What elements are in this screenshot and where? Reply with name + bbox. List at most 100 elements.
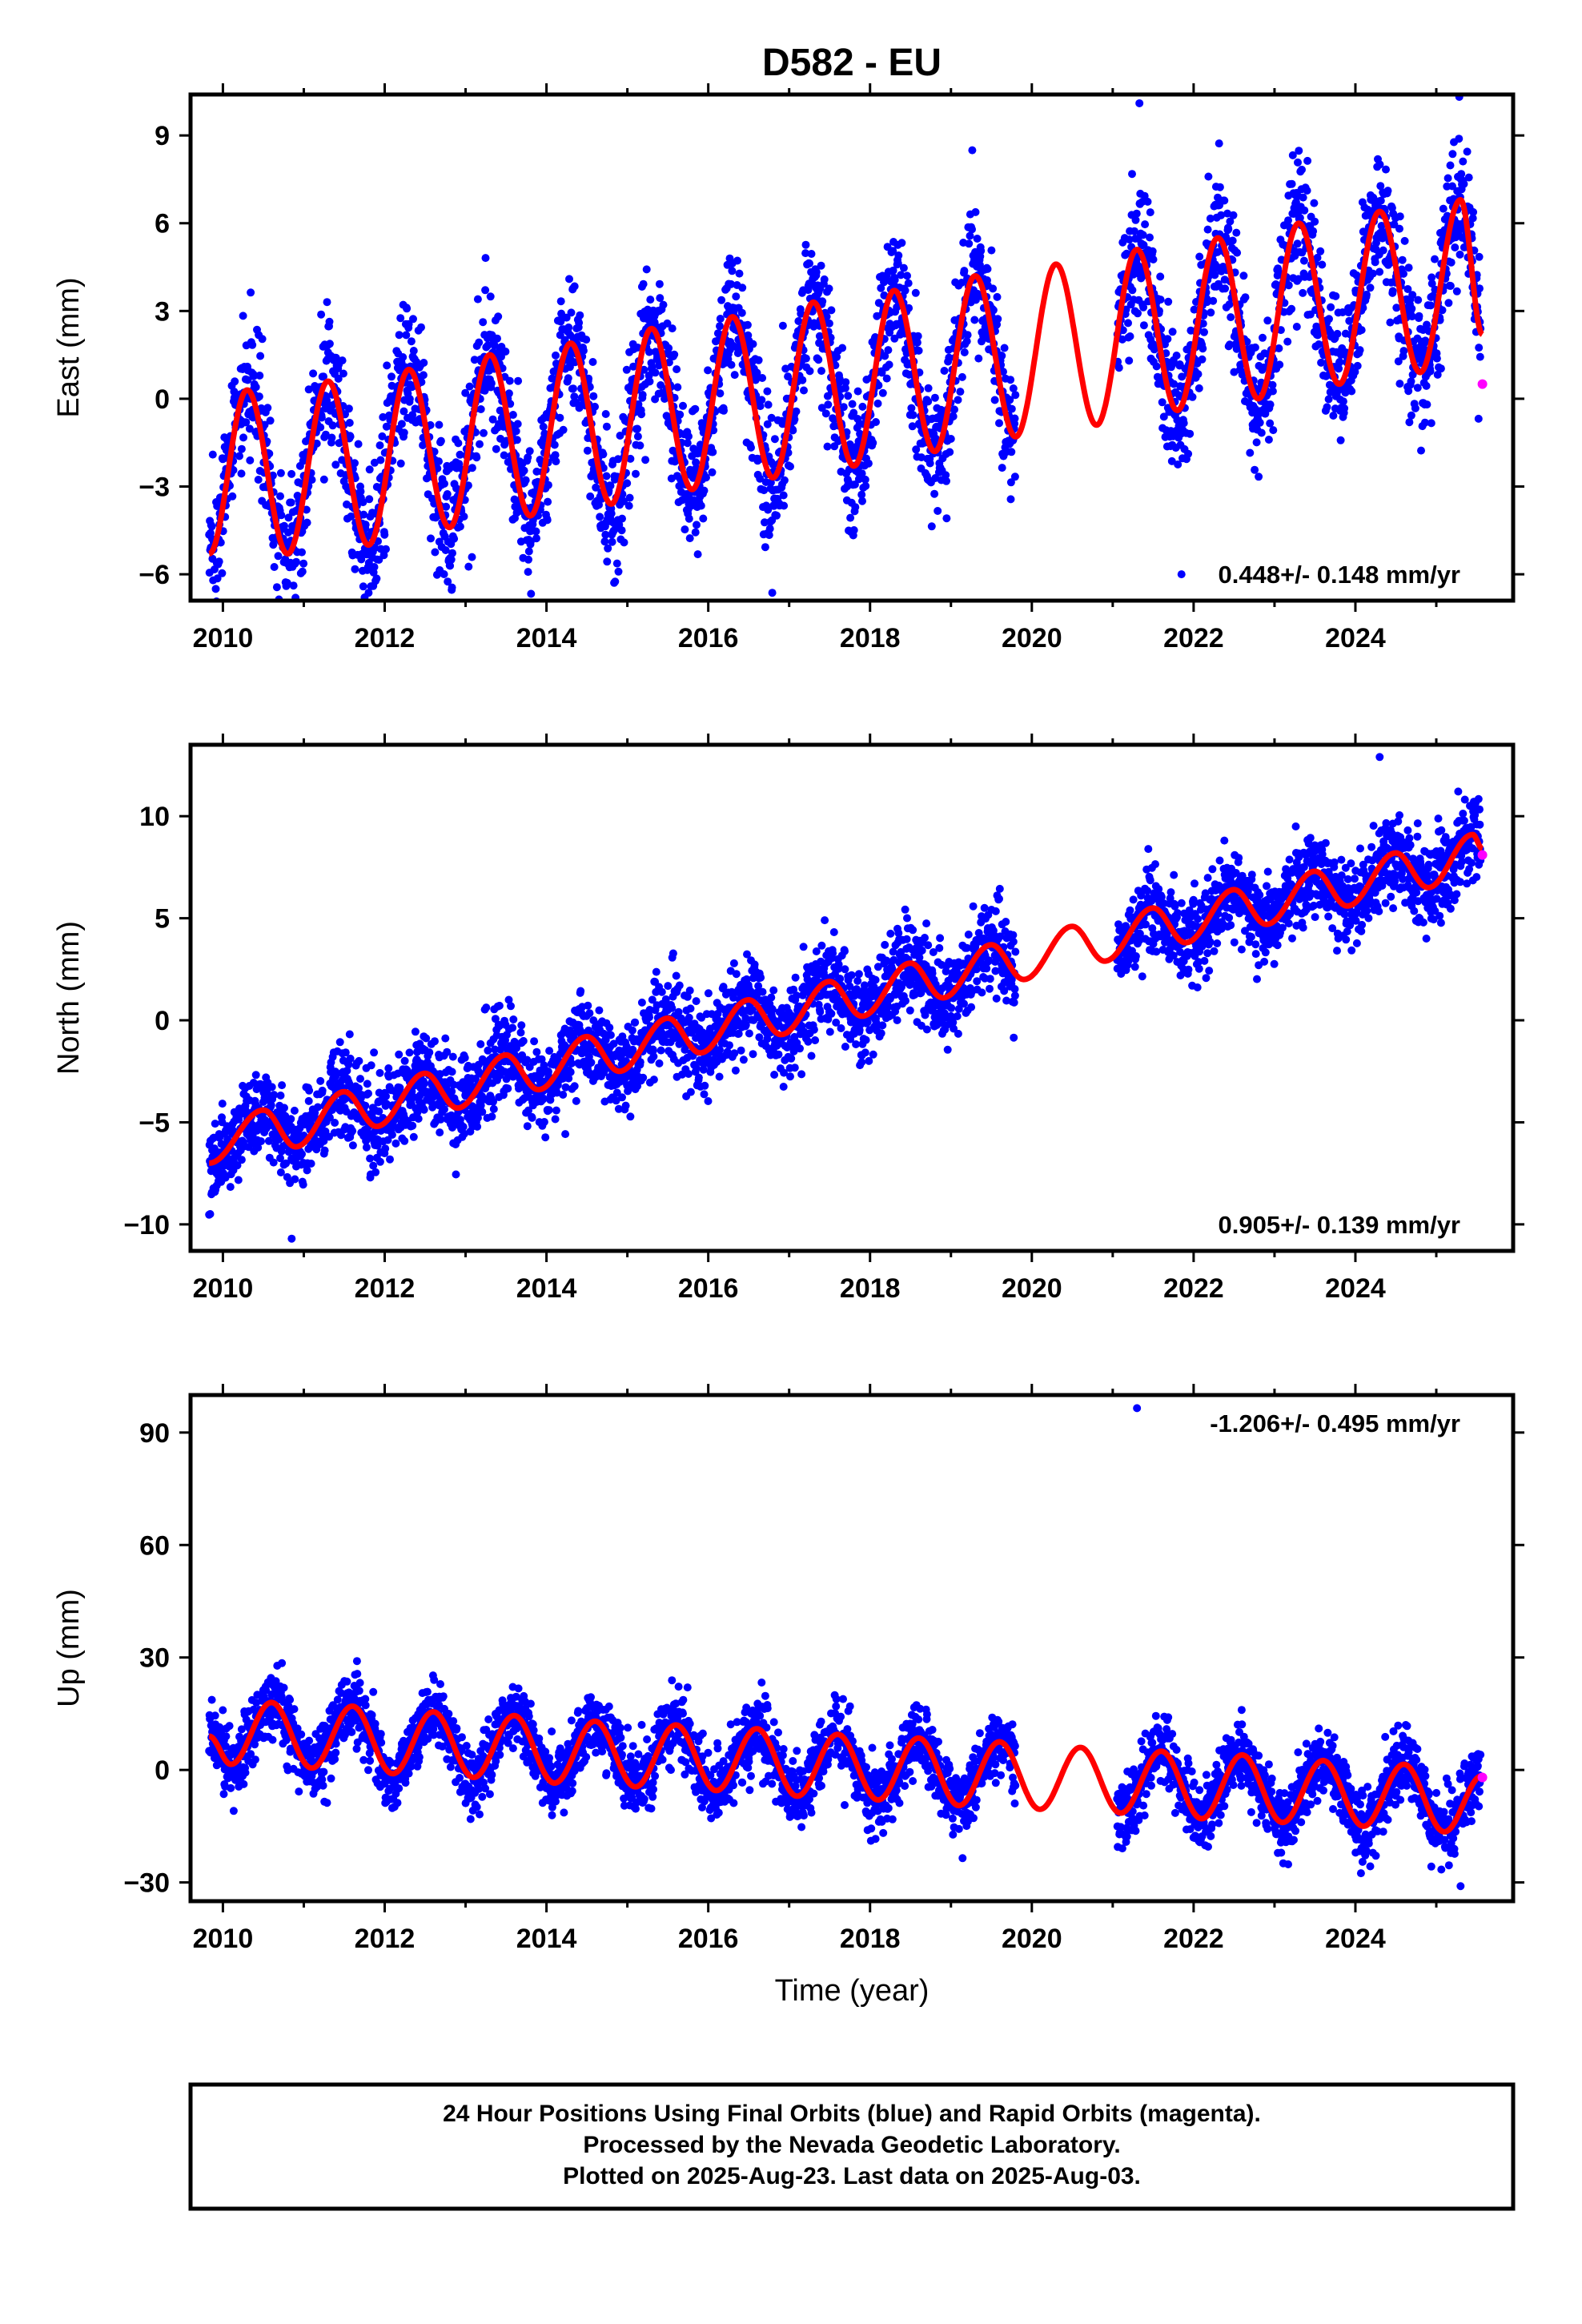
final-orbit-point xyxy=(488,1112,496,1121)
final-orbit-point xyxy=(1251,343,1259,352)
final-orbit-point xyxy=(1362,290,1371,299)
final-orbit-point xyxy=(338,356,347,365)
final-orbit-point xyxy=(475,338,484,347)
final-orbit-point xyxy=(447,555,456,564)
final-orbit-point xyxy=(470,356,479,364)
final-orbit-point xyxy=(461,388,470,397)
final-orbit-point xyxy=(556,297,565,306)
final-orbit-point xyxy=(880,291,889,300)
final-orbit-point xyxy=(1179,419,1188,428)
final-orbit-point xyxy=(1383,187,1392,195)
final-orbit-point xyxy=(397,420,406,428)
final-orbit-point xyxy=(468,553,476,561)
final-orbit-point xyxy=(825,284,833,293)
final-orbit-point xyxy=(946,435,955,443)
final-orbit-point xyxy=(1475,344,1484,352)
final-orbit-point xyxy=(1399,347,1408,356)
final-orbit-point xyxy=(720,406,728,415)
y-axis-label: East (mm) xyxy=(52,277,86,417)
final-orbit-point xyxy=(331,460,340,469)
final-orbit-point xyxy=(679,401,687,410)
final-orbit-point xyxy=(835,375,844,384)
final-orbit-point xyxy=(284,513,293,522)
final-orbit-point xyxy=(1469,207,1478,216)
final-orbit-point xyxy=(319,372,327,381)
final-orbit-point xyxy=(779,491,788,500)
final-orbit-point xyxy=(396,314,405,323)
east-panel: 2010 2012 2014 2016 2018 2020 2022 2024−6−30369… xyxy=(52,83,1524,653)
final-orbit-point xyxy=(532,527,540,536)
final-orbit-point xyxy=(844,392,853,400)
final-orbit-point xyxy=(269,541,278,549)
final-orbit-point xyxy=(570,282,579,291)
final-orbit-point xyxy=(818,297,827,306)
final-orbit-point xyxy=(440,570,448,578)
final-orbit-point xyxy=(464,562,473,571)
final-orbit-point xyxy=(905,304,913,312)
final-orbit-point xyxy=(764,505,773,514)
final-orbit-point xyxy=(882,374,891,383)
final-orbit-point xyxy=(861,481,870,490)
final-orbit-point xyxy=(291,1175,299,1184)
final-orbit-point xyxy=(605,1023,614,1032)
final-orbit-point xyxy=(304,1096,313,1105)
final-orbit-point xyxy=(1395,224,1403,233)
final-orbit-point xyxy=(998,464,1006,472)
final-orbit-point xyxy=(877,368,886,377)
final-orbit-point xyxy=(355,1056,363,1065)
x-tick-label: 2020 xyxy=(1002,623,1062,653)
final-orbit-point xyxy=(873,399,882,408)
final-orbit-point xyxy=(565,275,573,283)
final-orbit-point xyxy=(977,247,986,255)
final-orbit-point xyxy=(858,497,866,505)
final-orbit-point xyxy=(239,312,247,320)
final-orbit-point xyxy=(382,1092,390,1100)
final-orbit-point xyxy=(845,440,854,448)
final-orbit-point xyxy=(903,271,911,280)
final-orbit-point xyxy=(914,346,923,355)
final-orbit-point xyxy=(1125,235,1134,244)
final-orbit-point xyxy=(1229,211,1238,219)
final-orbit-point xyxy=(773,511,781,520)
final-orbit-point xyxy=(334,374,343,383)
final-orbit-point xyxy=(927,522,936,531)
final-orbit-point xyxy=(1158,398,1166,407)
final-orbit-point xyxy=(1122,249,1131,258)
final-orbit-point xyxy=(1339,308,1347,316)
final-orbit-point xyxy=(443,490,452,498)
final-orbit-point xyxy=(228,492,237,501)
final-orbit-point xyxy=(592,483,600,492)
final-orbit-point xyxy=(305,1086,314,1095)
final-orbit-point xyxy=(579,346,588,355)
final-orbit-point xyxy=(479,318,488,327)
final-orbit-point xyxy=(794,317,803,325)
final-orbit-point xyxy=(637,410,646,419)
final-orbit-point xyxy=(1148,247,1157,255)
final-orbit-point xyxy=(228,1126,237,1135)
final-orbit-point xyxy=(298,548,306,557)
final-orbit-point xyxy=(382,422,391,431)
final-orbit-point xyxy=(606,1031,615,1039)
final-orbit-point xyxy=(1198,355,1207,364)
rapid-orbit-point xyxy=(1477,379,1488,389)
final-orbit-point xyxy=(968,225,976,234)
final-orbit-point xyxy=(599,450,608,459)
final-orbit-point xyxy=(616,432,624,440)
final-orbit-point xyxy=(239,433,247,442)
final-orbit-point xyxy=(1259,333,1267,342)
final-orbit-point xyxy=(908,422,917,431)
final-orbit-point xyxy=(1199,344,1207,353)
final-orbit-point xyxy=(565,363,574,372)
final-orbit-point xyxy=(476,1039,485,1048)
final-orbit-point xyxy=(366,1154,375,1163)
final-orbit-point xyxy=(211,607,219,615)
final-orbit-point xyxy=(602,422,611,431)
final-orbit-point xyxy=(869,439,877,447)
final-orbit-point xyxy=(587,1058,596,1067)
final-orbit-point xyxy=(514,376,523,385)
final-orbit-point xyxy=(351,565,359,573)
final-orbit-point xyxy=(646,296,655,304)
final-orbit-point xyxy=(507,1002,515,1011)
outlier-point xyxy=(1177,570,1186,579)
final-orbit-point xyxy=(1225,300,1234,309)
